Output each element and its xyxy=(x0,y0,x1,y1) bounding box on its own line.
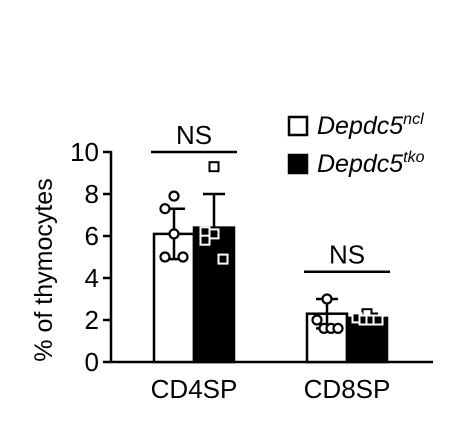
data-point-tko-cd4sp-3 xyxy=(208,228,220,240)
data-point-tko-cd4sp-5 xyxy=(217,253,229,265)
data-point-ncl-cd4sp-1 xyxy=(168,190,180,202)
data-point-ncl-cd4sp-5 xyxy=(177,251,189,263)
data-point-ncl-cd4sp-4 xyxy=(159,251,171,263)
data-point-tko-cd4sp-1 xyxy=(208,161,220,173)
data-point-ncl-cd4sp-2 xyxy=(159,203,171,215)
y-tick-label-10: 10 xyxy=(70,137,99,167)
data-point-tko-cd8sp-5 xyxy=(372,314,384,326)
significance-label-cd4sp: NS xyxy=(176,120,212,150)
data-point-ncl-cd8sp-1 xyxy=(321,293,333,305)
axes-layer: 0 2 4 6 8 10 CD4SP CD8SP xyxy=(70,137,433,404)
significance-label-cd8sp: NS xyxy=(329,240,365,270)
legend: Depdc5ncl Depdc5tko xyxy=(287,111,425,178)
legend-swatch-tko xyxy=(287,153,309,175)
points-layer xyxy=(159,161,384,334)
y-tick-label-0: 0 xyxy=(85,347,99,377)
y-tick-label-6: 6 xyxy=(85,221,99,251)
y-tick-label-2: 2 xyxy=(85,305,99,335)
annotations-layer: NS NS xyxy=(151,120,390,273)
y-tick-label-8: 8 xyxy=(85,179,99,209)
x-category-label-cd4sp: CD4SP xyxy=(151,374,238,404)
data-point-ncl-cd8sp-5 xyxy=(332,322,344,334)
data-point-ncl-cd8sp-2 xyxy=(311,314,323,326)
x-category-label-cd8sp: CD8SP xyxy=(304,374,391,404)
y-axis-label: % of thymocytes xyxy=(30,178,58,361)
legend-swatch-ncl xyxy=(287,115,309,137)
y-tick-label-4: 4 xyxy=(85,263,99,293)
legend-label-tko: Depdc5tko xyxy=(317,149,425,178)
bars-layer xyxy=(152,192,389,364)
legend-label-ncl: Depdc5ncl xyxy=(317,111,424,140)
data-point-tko-cd4sp-4 xyxy=(199,234,211,246)
data-point-ncl-cd4sp-3 xyxy=(168,228,180,240)
